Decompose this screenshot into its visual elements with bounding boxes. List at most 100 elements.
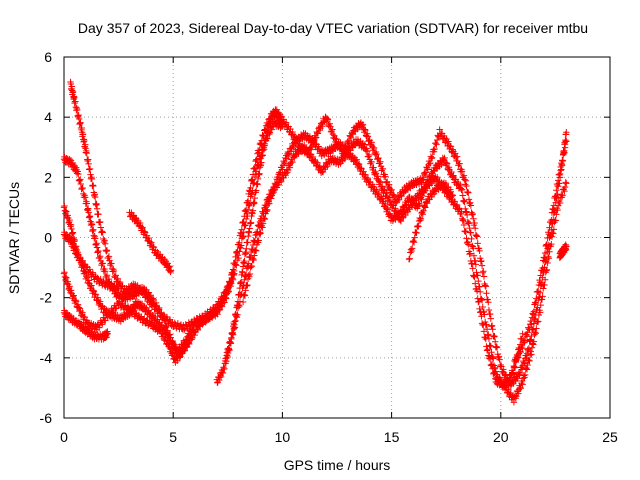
data-point [478, 313, 485, 320]
data-point [347, 134, 355, 142]
data-point [314, 159, 321, 166]
data-point [516, 384, 524, 391]
data-point [490, 370, 497, 378]
data-point [75, 170, 82, 178]
data-point [256, 170, 263, 177]
data-point [79, 184, 86, 192]
data-point [101, 268, 109, 275]
data-point [470, 273, 478, 280]
data-point [82, 269, 89, 277]
data-point [476, 247, 483, 255]
data-point [412, 229, 419, 236]
data-point [517, 348, 524, 356]
data-point [560, 149, 568, 156]
data-point [89, 269, 97, 276]
series-trace-11 [405, 179, 456, 263]
data-point [234, 311, 241, 318]
data-point [239, 298, 247, 306]
y-tick-label: -2 [40, 290, 53, 306]
data-point [394, 209, 402, 216]
data-point [517, 385, 524, 392]
data-point [286, 164, 294, 171]
data-point [461, 176, 468, 183]
data-point [279, 166, 286, 173]
data-point [415, 223, 422, 230]
data-point [430, 167, 437, 175]
data-point [370, 164, 377, 171]
data-point [92, 193, 99, 201]
data-point [219, 369, 227, 377]
data-point [268, 192, 275, 199]
data-point [370, 144, 378, 152]
data-point [113, 305, 120, 312]
data-point [509, 369, 516, 376]
data-point [442, 180, 450, 187]
data-point [526, 326, 533, 333]
data-point [450, 172, 457, 179]
series-trace-4 [60, 269, 197, 366]
data-point [556, 171, 563, 179]
data-point [546, 224, 553, 231]
data-point [484, 346, 491, 353]
data-point [430, 148, 438, 155]
data-point [267, 195, 275, 202]
data-point [453, 201, 461, 209]
data-point [387, 187, 395, 194]
data-point [75, 176, 83, 184]
data-point [77, 180, 85, 188]
data-point [246, 225, 253, 232]
data-point [242, 287, 249, 294]
data-point [236, 302, 243, 310]
data-point [78, 185, 85, 193]
data-point [229, 275, 236, 282]
data-point [364, 133, 372, 140]
data-point [141, 228, 148, 235]
data-point [550, 226, 558, 233]
data-point [385, 181, 393, 188]
data-point [274, 176, 282, 183]
data-point [475, 298, 483, 305]
y-axis-title: SDTVAR / TECUs [6, 182, 22, 294]
data-point [241, 291, 248, 298]
data-point [483, 343, 490, 350]
data-point [255, 237, 262, 244]
data-point [521, 337, 529, 344]
data-point [259, 224, 266, 231]
data-point [246, 273, 253, 280]
data-point [491, 333, 498, 340]
data-point [235, 301, 242, 309]
data-point [422, 171, 429, 179]
data-point [416, 200, 423, 208]
data-point [474, 240, 481, 247]
data-point [70, 292, 77, 299]
data-point [451, 198, 458, 205]
data-point [406, 206, 413, 213]
data-point [559, 157, 566, 165]
data-point [543, 266, 551, 274]
data-point [280, 116, 287, 123]
data-point [376, 160, 383, 167]
data-point [527, 317, 534, 325]
data-point [160, 314, 168, 322]
data-point [478, 257, 485, 265]
data-point [376, 179, 383, 186]
data-point [510, 362, 518, 370]
data-point [225, 288, 232, 295]
data-point [241, 276, 248, 284]
data-point [80, 190, 87, 198]
data-point [545, 230, 553, 238]
data-point [83, 263, 90, 270]
data-point [229, 331, 237, 338]
data-point [164, 337, 171, 345]
data-point [546, 248, 553, 255]
data-point [254, 181, 261, 188]
data-point [536, 309, 544, 316]
data-point [106, 312, 114, 319]
data-point [487, 361, 495, 369]
data-point [145, 234, 153, 242]
data-point [490, 333, 498, 341]
data-point [510, 370, 517, 377]
data-point [528, 314, 536, 321]
data-point [552, 193, 559, 200]
data-point [180, 326, 188, 334]
